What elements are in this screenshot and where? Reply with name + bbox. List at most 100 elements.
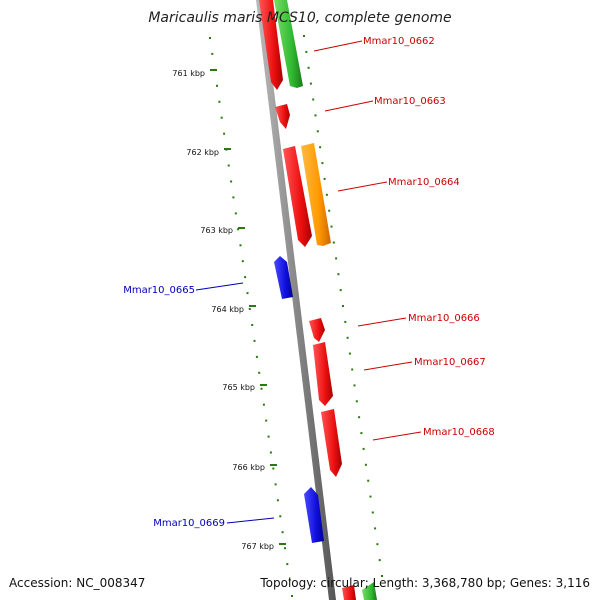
tick-label-765: 765 kbp <box>222 383 255 392</box>
gene-label-mmar10-0665[interactable]: Mmar10_0665 <box>123 285 195 296</box>
outer-tick-dot <box>346 336 349 339</box>
leader-mmar10-0666 <box>357 317 407 327</box>
inner-tick-dot <box>218 100 221 103</box>
inner-tick-dot <box>246 292 249 295</box>
leader-mmar10-0667 <box>363 361 413 371</box>
tick-dots-inner <box>209 37 293 597</box>
tick-label-762: 762 kbp <box>186 148 219 157</box>
bottom-red-feature <box>342 585 356 600</box>
outer-tick-dot <box>378 559 381 562</box>
gene-labels: Mmar10_0662 Mmar10_0663 Mmar10_0664 Mmar… <box>123 36 495 529</box>
inner-tick-dot <box>269 451 272 454</box>
gene-mmar10-0662-arrow <box>259 0 283 90</box>
inner-tick-dot <box>232 196 235 199</box>
gene-label-mmar10-0669[interactable]: Mmar10_0669 <box>153 518 225 529</box>
tick-label-761: 761 kbp <box>172 69 205 78</box>
inner-tick-dot <box>234 212 237 215</box>
backbone-track <box>256 0 336 600</box>
outer-tick-dot <box>351 368 354 371</box>
inner-tick-dot <box>241 260 244 263</box>
leader-mmar10-0663 <box>324 100 374 112</box>
outer-tick-dot <box>342 305 344 307</box>
outer-tick-dot <box>337 273 340 276</box>
inner-tick-dot <box>274 483 277 486</box>
inner-tick-dot <box>279 515 282 518</box>
inner-tick-dot <box>211 52 214 55</box>
green-feature-top <box>274 0 303 88</box>
gene-label-mmar10-0663[interactable]: Mmar10_0663 <box>374 96 446 107</box>
inner-tick-dot <box>230 180 233 183</box>
outer-tick-dot <box>369 495 372 498</box>
inner-tick-dot <box>281 531 284 534</box>
inner-tick-dot <box>262 403 265 406</box>
outer-tick-dot <box>362 447 365 450</box>
outer-tick-dot <box>332 241 335 244</box>
leader-mmar10-0669 <box>226 517 275 524</box>
inner-tick-dot <box>248 308 251 310</box>
outer-tick-dot <box>364 463 367 466</box>
inner-tick-dot <box>237 228 240 231</box>
outer-tick-dot <box>330 225 333 228</box>
inner-tick-dot <box>220 116 223 119</box>
green-feature-bottom <box>362 582 377 600</box>
outer-tick-dot <box>360 432 363 435</box>
gene-label-mmar10-0662[interactable]: Mmar10_0662 <box>363 36 435 47</box>
map-title: Maricaulis maris MCS10, complete genome <box>148 10 451 26</box>
inner-tick-dot <box>288 579 291 582</box>
inner-tick-dot <box>216 84 218 87</box>
gene-mmar10-0667-arrow <box>313 342 333 406</box>
inner-tick-dot <box>284 547 286 550</box>
outer-tick-dot <box>355 400 358 403</box>
outer-tick-dot <box>312 98 315 101</box>
outer-tick-dot <box>319 146 322 149</box>
gene-label-mmar10-0668[interactable]: Mmar10_0668 <box>423 427 495 438</box>
outer-tick-dot <box>305 50 308 53</box>
gene-label-mmar10-0667[interactable]: Mmar10_0667 <box>414 357 486 368</box>
outer-tick-dot <box>371 511 374 514</box>
gene-mmar10-0665-arrow <box>274 256 293 299</box>
accession-text: Accession: NC_008347 <box>9 576 145 590</box>
inner-tick-dot <box>253 339 256 342</box>
tick-label-763: 763 kbp <box>200 226 233 235</box>
outer-tick-dot <box>303 35 305 37</box>
genome-summary-text: Topology: circular; Length: 3,368,780 bp… <box>259 576 590 590</box>
outer-tick-dot <box>316 130 319 133</box>
gene-mmar10-0663-arrow <box>275 104 290 129</box>
tick-label-764: 764 kbp <box>211 305 244 314</box>
tick-labels: 761 kbp 762 kbp 763 kbp 764 kbp 765 kbp … <box>172 69 286 551</box>
inner-tick-dot <box>258 371 261 374</box>
inner-tick-dot <box>255 355 258 358</box>
outer-tick-dot <box>325 193 328 196</box>
inner-tick-dot <box>227 164 230 167</box>
inner-tick-dot <box>244 276 247 279</box>
gene-label-mmar10-0664[interactable]: Mmar10_0664 <box>388 177 460 188</box>
inner-tick-dot <box>209 37 211 39</box>
gene-label-mmar10-0666[interactable]: Mmar10_0666 <box>408 313 480 324</box>
leader-mmar10-0662 <box>313 40 363 52</box>
inner-tick-dot <box>291 595 293 597</box>
outer-tick-dot <box>381 575 383 577</box>
outer-tick-dot <box>339 289 342 292</box>
outer-tick-dot <box>321 162 324 165</box>
gene-mmar10-0664-arrow <box>283 146 312 247</box>
outer-tick-dot <box>376 543 379 546</box>
tick-label-766: 766 kbp <box>232 463 265 472</box>
outer-tick-dot <box>353 384 356 387</box>
inner-tick-dot <box>276 499 279 502</box>
tick-dots-outer <box>303 35 383 577</box>
outer-tick-dot <box>358 416 361 419</box>
inner-tick-dot <box>260 387 263 390</box>
leader-mmar10-0664 <box>337 181 388 192</box>
outer-tick-dot <box>328 209 331 212</box>
outer-tick-dot <box>314 114 317 117</box>
feature-track <box>259 0 377 600</box>
outer-tick-dot <box>307 66 310 69</box>
outer-tick-dot <box>367 479 370 482</box>
outer-tick-dot <box>309 82 312 85</box>
outer-tick-dot <box>323 177 326 180</box>
inner-tick-dot <box>239 244 242 247</box>
outer-tick-dot <box>348 352 351 355</box>
inner-tick-dot <box>223 132 226 135</box>
